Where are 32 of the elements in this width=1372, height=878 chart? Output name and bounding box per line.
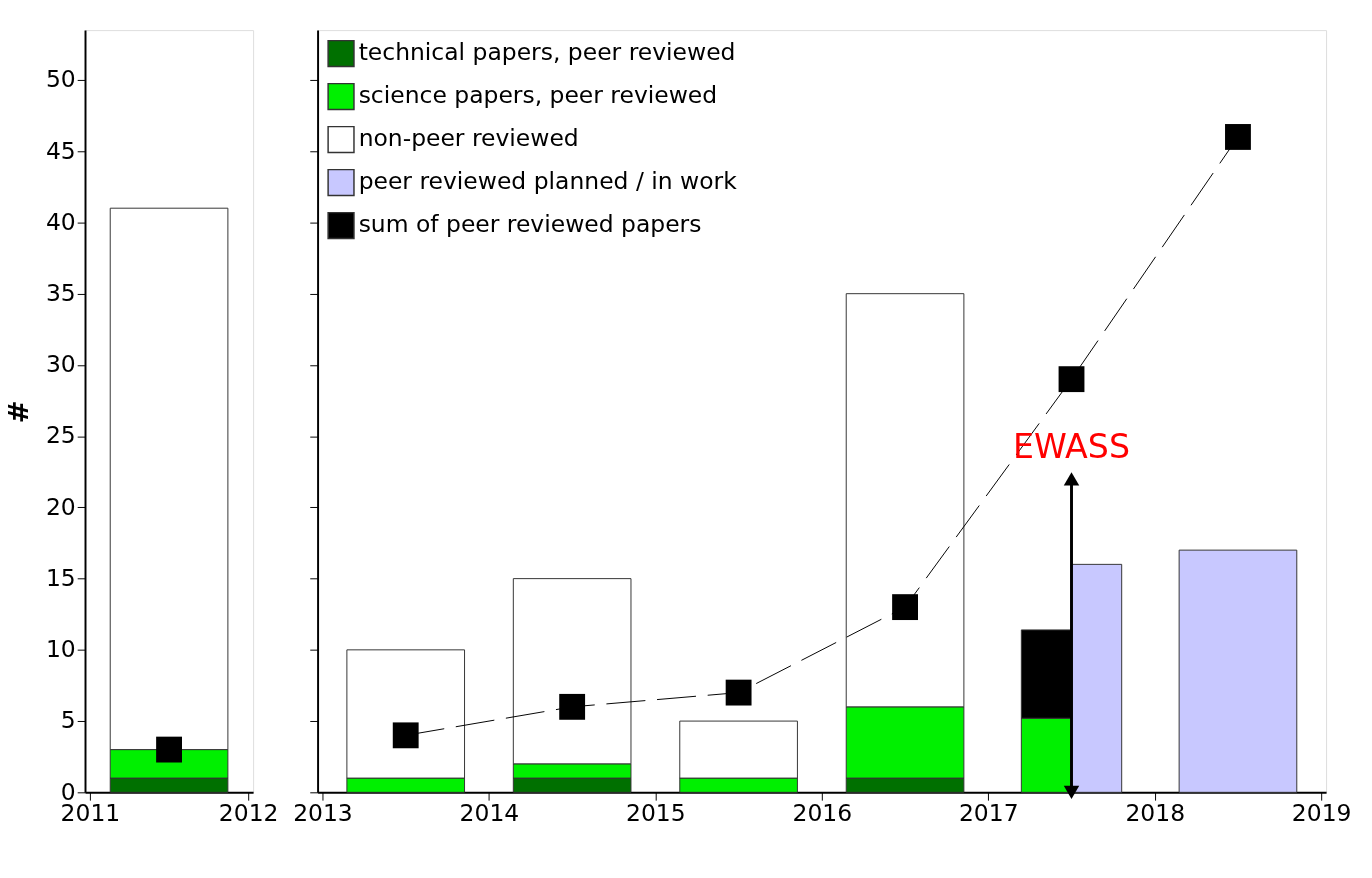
y-tick-label: 45 bbox=[45, 136, 76, 165]
y-tick-label: 35 bbox=[45, 279, 76, 308]
x-tick-label: 2012 bbox=[218, 799, 279, 828]
legend-label: non-peer reviewed bbox=[358, 124, 579, 153]
y-tick-label: 15 bbox=[45, 563, 76, 592]
legend-label: technical papers, peer reviewed bbox=[358, 38, 736, 67]
y-tick-label: 50 bbox=[45, 65, 76, 94]
y-axis-title: # bbox=[3, 400, 35, 424]
x-tick-label: 2019 bbox=[1291, 799, 1352, 828]
x-tick-label: 2013 bbox=[293, 799, 353, 828]
y-tick-label: 25 bbox=[45, 421, 76, 450]
point bbox=[892, 594, 918, 621]
point bbox=[1058, 366, 1085, 393]
legend-label: science papers, peer reviewed bbox=[358, 81, 718, 110]
x-tick-label: 2014 bbox=[459, 799, 520, 828]
y-tick-label: 20 bbox=[45, 492, 76, 521]
annotation: EWASS bbox=[1013, 427, 1130, 467]
x-tick-label: 2016 bbox=[792, 799, 853, 828]
x-tick-label: 2018 bbox=[1125, 799, 1186, 828]
x-tick-label: 2015 bbox=[626, 799, 686, 828]
x-tick-label: 2017 bbox=[958, 799, 1019, 828]
legend-label: sum of peer reviewed papers bbox=[358, 210, 702, 239]
x-tick-label: 2011 bbox=[60, 799, 121, 828]
y-tick-label: 5 bbox=[60, 706, 76, 735]
point bbox=[559, 693, 586, 720]
point bbox=[1225, 124, 1251, 150]
legend-label: peer reviewed planned / in work bbox=[358, 167, 738, 196]
y-tick-label: 10 bbox=[45, 635, 76, 664]
point bbox=[392, 722, 419, 749]
y-tick-label: 30 bbox=[45, 350, 76, 379]
y-tick-label: 40 bbox=[45, 207, 76, 236]
point bbox=[725, 679, 752, 706]
